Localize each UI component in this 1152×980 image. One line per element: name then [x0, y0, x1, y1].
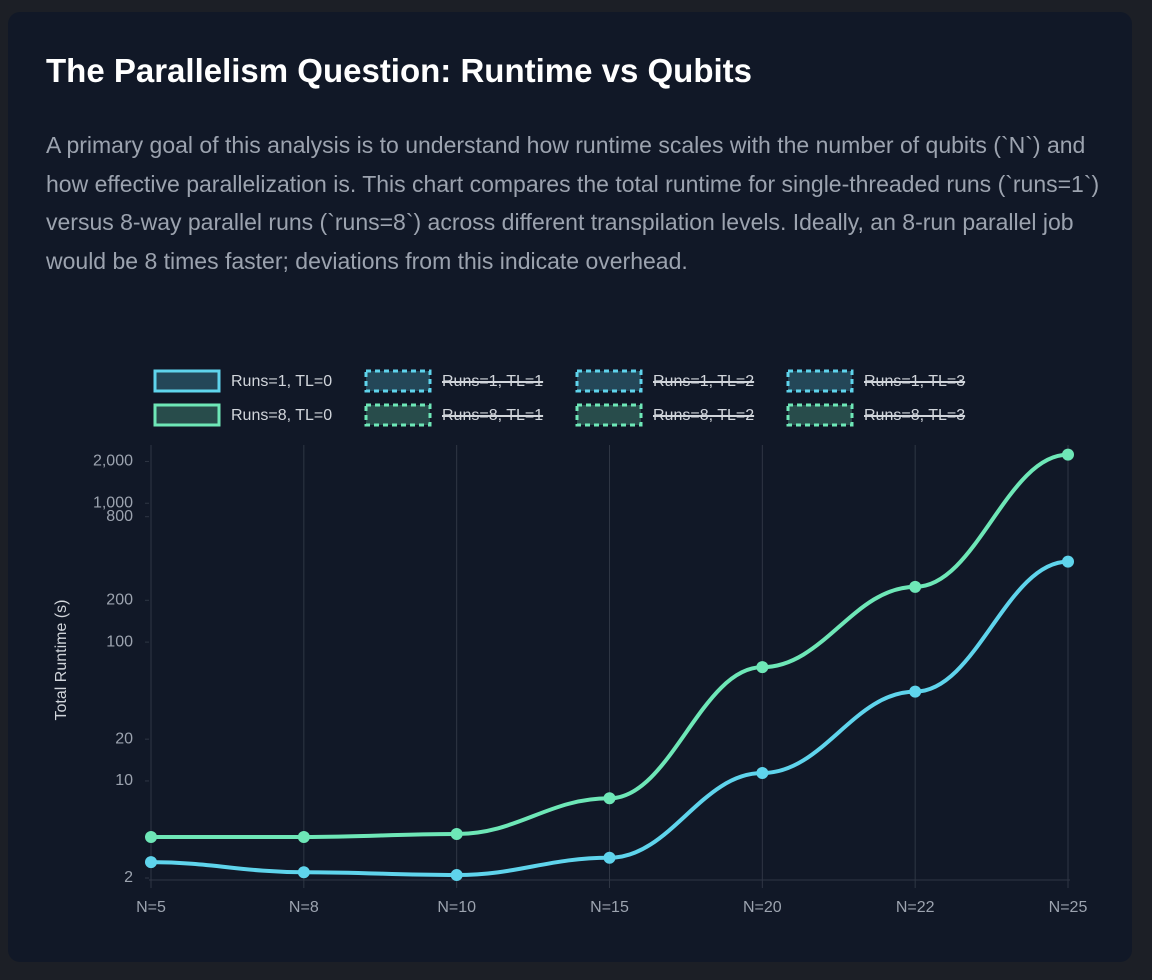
legend-swatch	[153, 369, 221, 393]
data-point	[145, 856, 157, 869]
legend-label: Runs=8, TL=0	[231, 407, 332, 424]
legend-swatch	[575, 403, 643, 427]
chart-title: The Parallelism Question: Runtime vs Qub…	[46, 52, 752, 89]
data-point	[1062, 555, 1074, 568]
legend-item: Runs=1, TL=3	[786, 369, 965, 393]
x-tick-label: N=5	[136, 899, 166, 916]
legend-item: Runs=8, TL=0	[153, 403, 332, 427]
data-point	[909, 685, 922, 698]
x-tick-label: N=25	[1049, 899, 1088, 916]
data-point	[756, 661, 769, 674]
legend-label: Runs=1, TL=0	[231, 373, 332, 390]
description: A primary goal of this analysis is to un…	[46, 132, 1100, 274]
legend-swatch	[786, 369, 854, 393]
y-tick-label: 800	[106, 508, 133, 525]
y-tick-label: 100	[106, 633, 133, 650]
data-point	[756, 767, 769, 780]
data-point	[603, 851, 616, 864]
x-tick-label: N=22	[896, 899, 935, 916]
legend-swatch	[364, 403, 432, 427]
legend-item: Runs=8, TL=3	[786, 403, 965, 427]
data-point	[297, 866, 310, 879]
x-tick-label: N=10	[437, 899, 476, 916]
x-tick-label: N=8	[289, 899, 319, 916]
y-tick-label: 10	[115, 772, 133, 789]
legend-item: Runs=8, TL=1	[364, 403, 543, 427]
y-tick-label: 20	[115, 730, 133, 747]
legend-swatch	[575, 369, 643, 393]
y-tick-label: 1,000	[93, 494, 133, 511]
legend-swatch	[786, 403, 854, 427]
legend-swatch	[364, 369, 432, 393]
x-tick-label: N=20	[743, 899, 782, 916]
legend-item: Runs=8, TL=2	[575, 403, 754, 427]
legend-item: Runs=1, TL=1	[364, 369, 543, 393]
data-point	[603, 792, 616, 805]
data-point	[1062, 448, 1074, 461]
data-point	[145, 830, 157, 843]
y-axis-label: Total Runtime (s)	[53, 600, 70, 721]
data-point	[909, 580, 922, 593]
y-tick-label: 2,000	[93, 453, 133, 470]
legend-item: Runs=1, TL=2	[575, 369, 754, 393]
legend-swatch	[153, 403, 221, 427]
y-tick-label: 2	[124, 869, 133, 886]
data-point	[450, 827, 463, 840]
x-tick-label: N=15	[590, 899, 629, 916]
series-line	[150, 452, 1069, 839]
y-tick-label: 200	[106, 592, 133, 609]
data-point	[450, 869, 463, 882]
data-point	[297, 830, 310, 843]
legend-item: Runs=1, TL=0	[153, 369, 332, 393]
